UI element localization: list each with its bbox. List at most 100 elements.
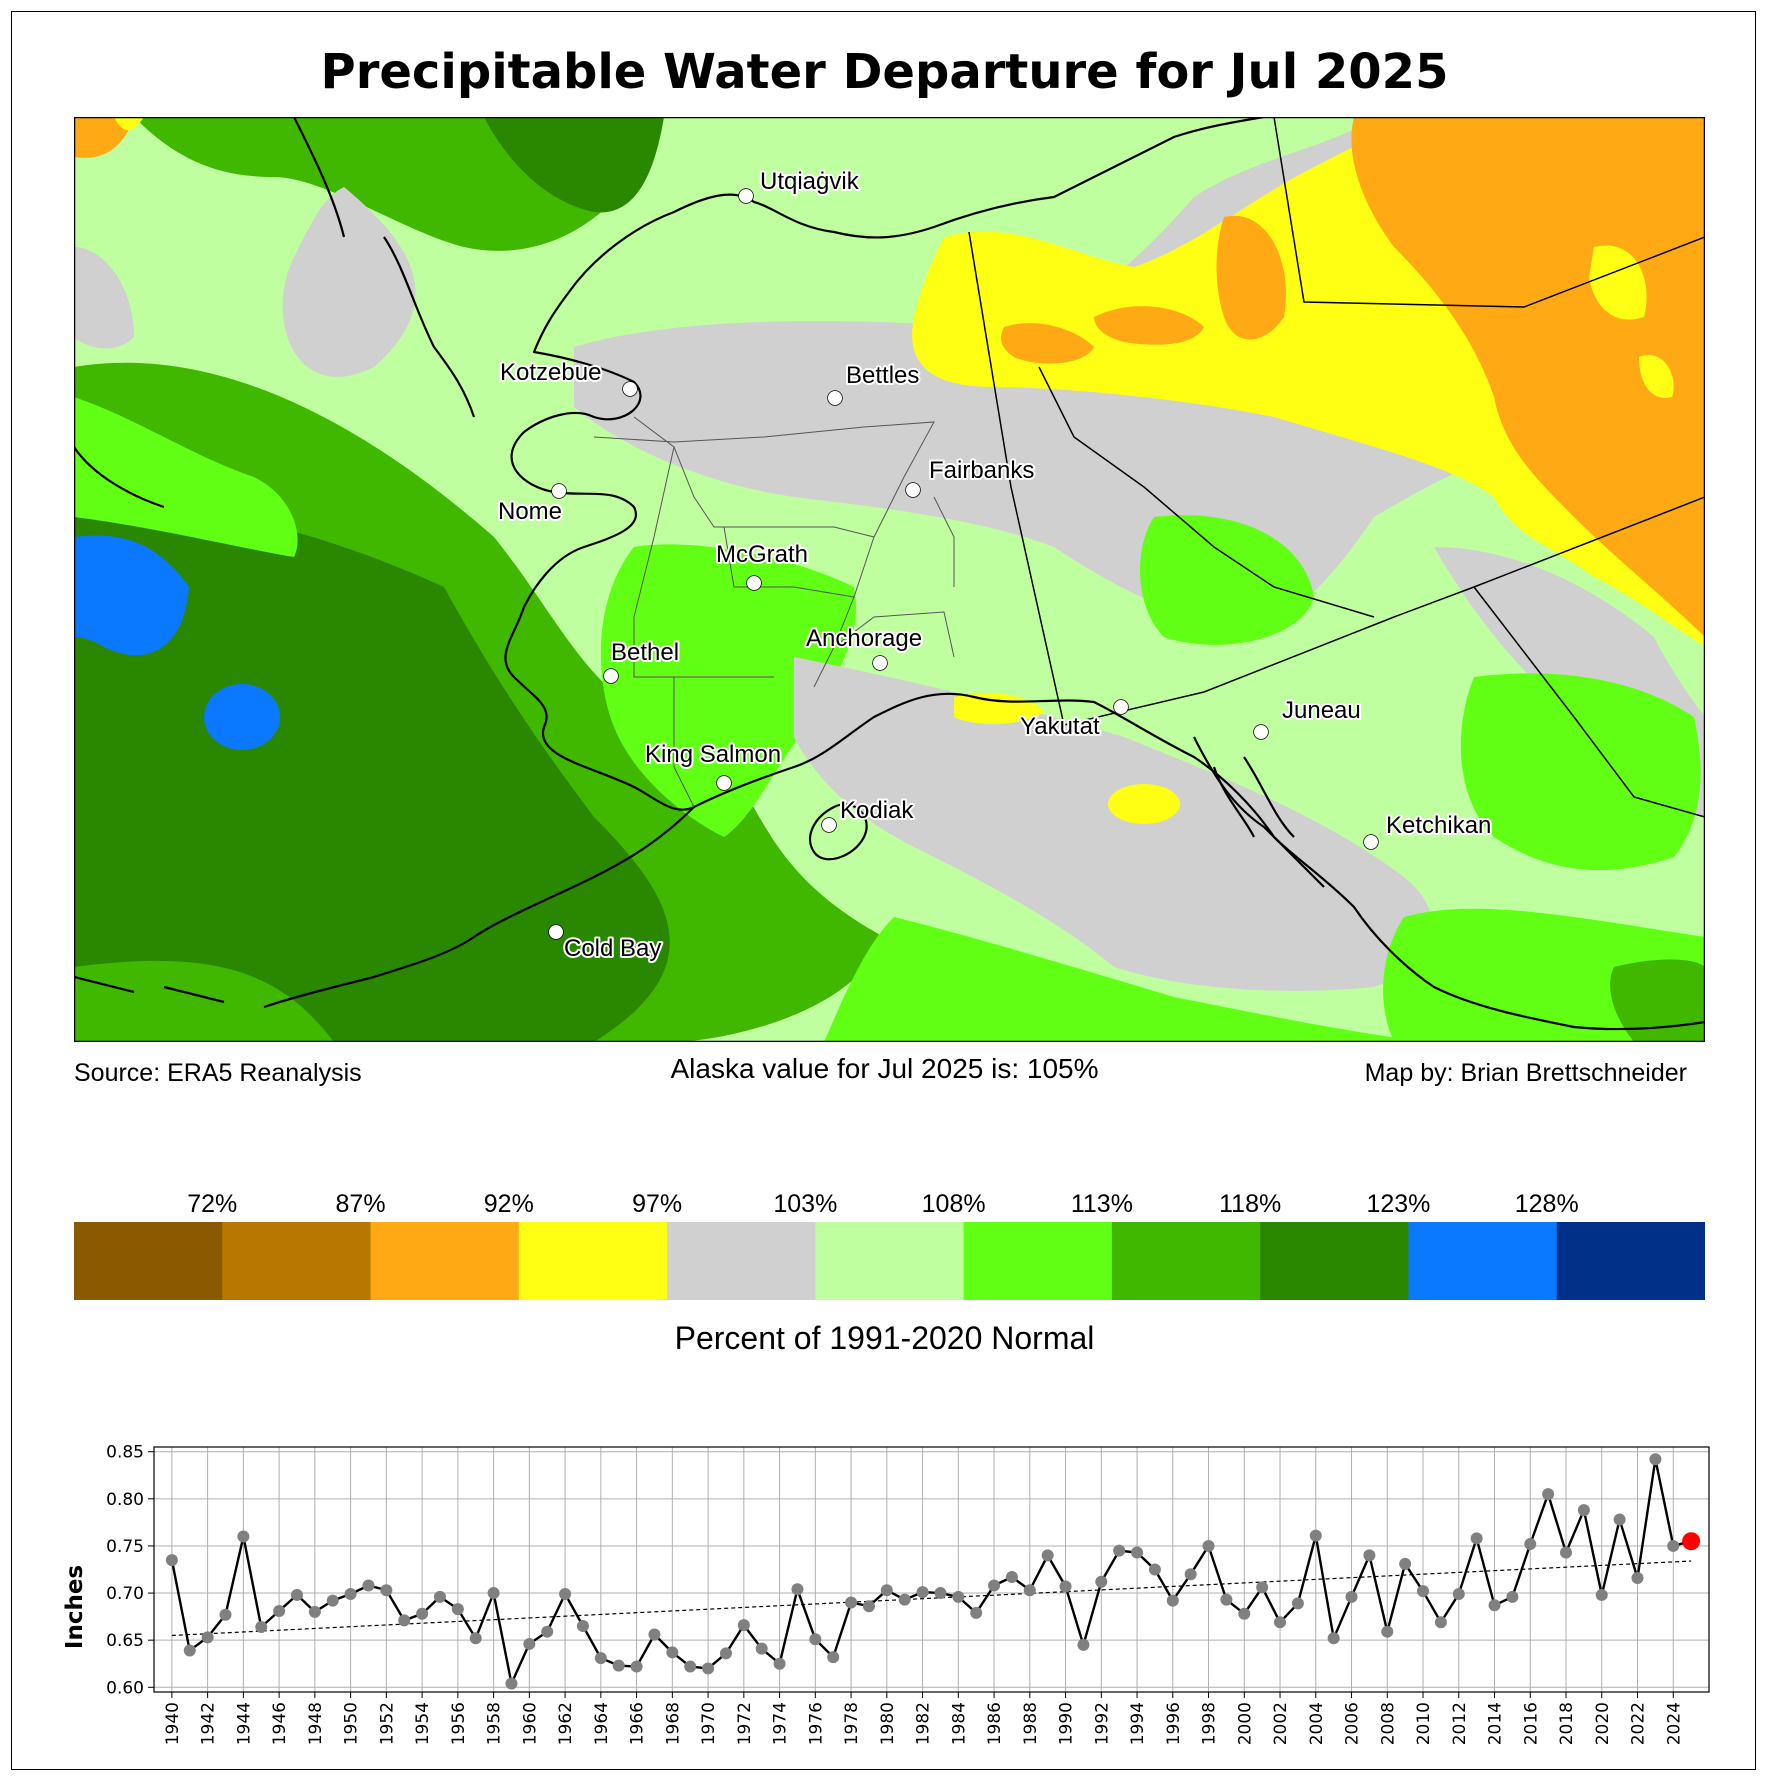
x-tick-label: 1944 bbox=[234, 1702, 254, 1745]
data-point bbox=[451, 1603, 464, 1616]
colorbar-legend: 72% 87% 92% 97% 103% 108% 113% 118% 123% 128% bbox=[74, 1190, 1705, 1300]
city-king-salmon: King Salmon bbox=[643, 739, 783, 791]
city-label: Kotzebue bbox=[500, 359, 601, 386]
city-kotzebue: Kotzebue bbox=[498, 357, 638, 397]
x-tick-label: 1994 bbox=[1128, 1702, 1148, 1745]
data-point bbox=[1220, 1593, 1233, 1606]
city-label: Juneau bbox=[1282, 697, 1361, 724]
city-label: King Salmon bbox=[645, 741, 781, 768]
data-point bbox=[576, 1620, 589, 1633]
x-tick-label: 2022 bbox=[1629, 1702, 1649, 1745]
data-point bbox=[1005, 1571, 1018, 1584]
data-point bbox=[1649, 1453, 1662, 1466]
y-tick-label: 0.85 bbox=[106, 1443, 144, 1463]
city-label: Ketchikan bbox=[1386, 812, 1491, 839]
legend-tick-label: 97% bbox=[632, 1190, 682, 1218]
city-bettles: Bettles bbox=[827, 360, 921, 406]
x-tick-label: 1986 bbox=[985, 1702, 1005, 1745]
x-tick-label: 1984 bbox=[949, 1702, 969, 1745]
data-point bbox=[1577, 1504, 1590, 1517]
y-tick-label: 0.60 bbox=[106, 1678, 144, 1698]
data-point bbox=[362, 1579, 375, 1592]
data-point bbox=[1041, 1549, 1054, 1562]
city-label: McGrath bbox=[716, 541, 808, 568]
legend-swatch bbox=[815, 1222, 965, 1300]
legend-swatch bbox=[963, 1222, 1113, 1300]
data-point bbox=[612, 1659, 625, 1672]
city-cold-bay: Cold Bay bbox=[548, 924, 663, 964]
data-point bbox=[845, 1596, 858, 1609]
data-point bbox=[988, 1579, 1001, 1592]
data-point bbox=[487, 1587, 500, 1600]
x-tick-label: 1956 bbox=[449, 1702, 469, 1745]
data-point bbox=[1095, 1575, 1108, 1588]
data-point bbox=[1238, 1607, 1251, 1620]
x-tick-label: 1964 bbox=[592, 1702, 612, 1745]
legend-tick-label: 87% bbox=[336, 1190, 386, 1218]
data-point bbox=[1470, 1532, 1483, 1545]
legend-swatch bbox=[1556, 1222, 1705, 1300]
x-tick-label: 1948 bbox=[306, 1702, 326, 1745]
x-tick-label: 2020 bbox=[1593, 1702, 1613, 1745]
data-point bbox=[1202, 1539, 1215, 1552]
x-tick-label: 1988 bbox=[1021, 1702, 1041, 1745]
city-yakutat: Yakutat bbox=[1018, 699, 1129, 742]
x-tick-label: 2012 bbox=[1450, 1702, 1470, 1745]
legend-tick-label: 72% bbox=[187, 1190, 237, 1218]
page-title: Precipitable Water Departure for Jul 202… bbox=[320, 44, 1449, 100]
data-point bbox=[344, 1588, 357, 1600]
x-tick-label: 1982 bbox=[914, 1702, 934, 1745]
data-point bbox=[183, 1644, 196, 1657]
data-point bbox=[880, 1584, 893, 1597]
figure-frame bbox=[11, 11, 1756, 1770]
data-point bbox=[1327, 1632, 1340, 1645]
data-point bbox=[934, 1587, 947, 1600]
x-tick-label: 1950 bbox=[342, 1702, 362, 1745]
data-point bbox=[827, 1651, 840, 1664]
data-point bbox=[1166, 1594, 1179, 1607]
legend-swatch bbox=[1260, 1222, 1409, 1300]
data-point bbox=[505, 1677, 518, 1690]
data-point bbox=[952, 1590, 965, 1603]
x-tick-label: 1972 bbox=[735, 1702, 755, 1745]
x-tick-label: 1954 bbox=[413, 1702, 433, 1745]
x-tick-label: 1958 bbox=[485, 1702, 505, 1745]
data-point bbox=[1560, 1546, 1573, 1559]
city-anchorage: Anchorage bbox=[804, 623, 924, 671]
data-point bbox=[219, 1608, 232, 1621]
data-point bbox=[416, 1607, 429, 1620]
data-point bbox=[773, 1657, 786, 1670]
data-point bbox=[1488, 1599, 1501, 1612]
data-point bbox=[594, 1652, 607, 1665]
data-point bbox=[255, 1620, 268, 1633]
x-tick-label: 2024 bbox=[1664, 1702, 1684, 1745]
x-tick-label: 1946 bbox=[270, 1702, 290, 1745]
data-point bbox=[666, 1646, 679, 1659]
data-point bbox=[237, 1530, 250, 1543]
legend-title: Percent of 1991-2020 Normal bbox=[674, 1320, 1095, 1356]
x-tick-label: 2010 bbox=[1414, 1702, 1434, 1745]
y-axis-label: Inches bbox=[62, 1565, 88, 1649]
city-label: Yakutat bbox=[1020, 713, 1100, 740]
legend-tick-label: 118% bbox=[1219, 1190, 1281, 1218]
data-point bbox=[1506, 1590, 1519, 1603]
x-tick-label: 1940 bbox=[163, 1702, 183, 1745]
x-tick-label: 1960 bbox=[520, 1702, 540, 1745]
x-tick-label: 1966 bbox=[628, 1702, 648, 1745]
city-label: Utqiaġvik bbox=[760, 168, 860, 195]
x-tick-label: 1968 bbox=[663, 1702, 683, 1745]
legend-swatch bbox=[1111, 1222, 1261, 1300]
city-bethel: Bethel bbox=[603, 637, 681, 684]
data-point bbox=[702, 1662, 715, 1675]
data-point bbox=[1667, 1539, 1680, 1552]
data-point bbox=[380, 1584, 393, 1597]
data-point bbox=[1291, 1597, 1304, 1610]
data-point bbox=[523, 1637, 536, 1650]
x-tick-label: 2002 bbox=[1271, 1702, 1291, 1745]
data-point bbox=[862, 1600, 875, 1613]
city-label: Fairbanks bbox=[929, 457, 1034, 484]
source-note: Source: ERA5 Reanalysis bbox=[74, 1059, 362, 1087]
city-label: Anchorage bbox=[806, 625, 922, 652]
data-point bbox=[1113, 1544, 1126, 1557]
city-mcgrath: McGrath bbox=[714, 539, 810, 591]
